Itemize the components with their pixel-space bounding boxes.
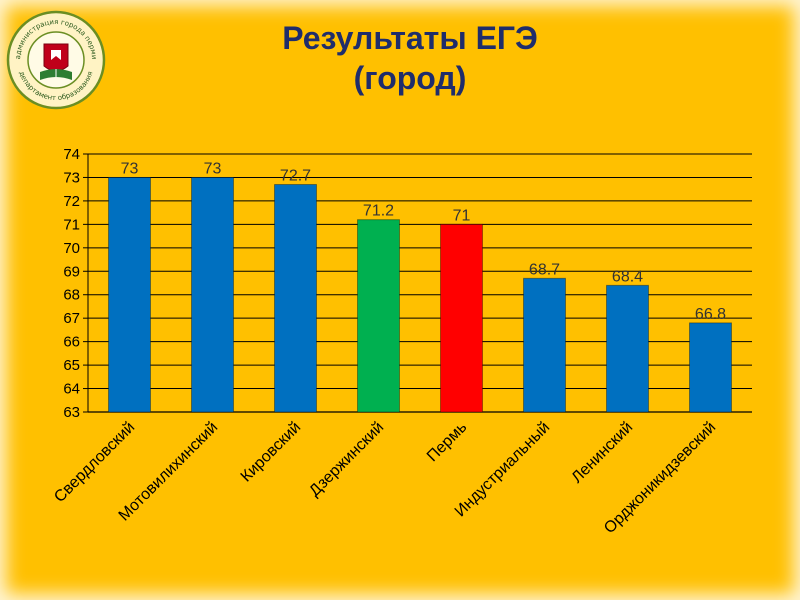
y-tick-label: 70 [63, 240, 80, 257]
y-tick-label: 72 [63, 193, 80, 210]
category-label: Пермь [424, 419, 470, 465]
y-tick-label: 65 [63, 357, 80, 374]
y-tick-label: 71 [63, 216, 80, 233]
bar [108, 176, 151, 413]
data-label: 72.7 [280, 167, 311, 184]
y-tick-label: 69 [63, 263, 80, 280]
data-label: 68.7 [529, 261, 560, 278]
data-label: 66.8 [695, 306, 726, 323]
category-label: Ленинский [569, 419, 637, 487]
gridlines [87, 153, 752, 413]
bar [357, 219, 400, 413]
category-label: Кировский [238, 419, 305, 486]
bars [108, 176, 732, 413]
bar [440, 223, 483, 413]
data-labels: 73 73 72.7 71.2 71 68.7 68.4 66.8 [121, 160, 727, 322]
bar [606, 284, 649, 413]
city-emblem-logo: администрация города перми департамент о… [6, 10, 106, 110]
y-tick-label: 64 [63, 381, 80, 398]
y-tick-label: 67 [63, 310, 80, 327]
data-label: 68.4 [612, 268, 643, 285]
y-axis-ticks: 63 64 65 66 67 68 69 70 71 72 73 74 [63, 146, 88, 421]
y-tick-label: 74 [63, 146, 80, 163]
title-line-1: Результаты ЕГЭ [282, 20, 538, 56]
y-tick-label: 66 [63, 334, 80, 351]
category-label: Свердловский [51, 419, 138, 506]
bar [689, 322, 732, 413]
bar [191, 176, 234, 413]
data-label: 71 [453, 207, 471, 224]
title-line-2: (город) [353, 60, 467, 96]
data-label: 71.2 [363, 203, 394, 220]
page-title: Результаты ЕГЭ (город) [260, 18, 560, 98]
y-tick-label: 68 [63, 287, 80, 304]
bar [523, 277, 566, 413]
data-label: 73 [204, 160, 222, 177]
y-tick-label: 63 [63, 404, 80, 421]
category-label: Дзержинский [306, 419, 387, 500]
y-tick-label: 73 [63, 169, 80, 186]
bar [274, 183, 317, 413]
data-label: 73 [121, 160, 139, 177]
